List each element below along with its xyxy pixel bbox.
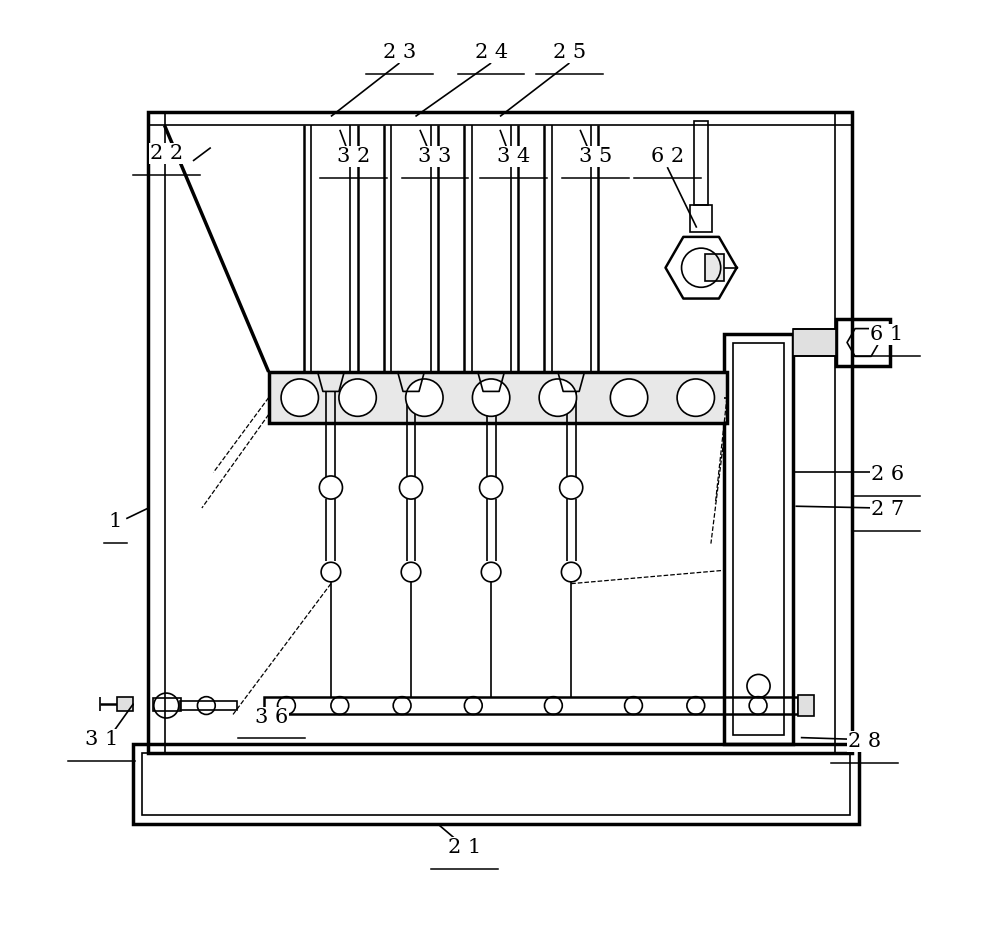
Circle shape (481, 563, 501, 582)
Circle shape (677, 379, 714, 416)
Bar (705, 254, 724, 281)
Text: 2 4: 2 4 (475, 43, 508, 62)
Bar (269, 372, 727, 424)
Bar (153, 698, 181, 711)
Text: 2 8: 2 8 (848, 731, 881, 751)
Circle shape (321, 563, 341, 582)
Bar (142, 753, 850, 815)
Bar (793, 328, 836, 356)
Text: 1: 1 (109, 512, 122, 531)
Circle shape (561, 563, 581, 582)
Bar (133, 743, 859, 824)
Circle shape (401, 563, 421, 582)
Text: 2 1: 2 1 (448, 838, 481, 857)
Text: 3 1: 3 1 (85, 730, 118, 749)
Circle shape (560, 476, 583, 499)
Bar (148, 112, 852, 753)
Bar (724, 335, 793, 743)
Bar (690, 206, 712, 232)
Circle shape (480, 476, 503, 499)
Text: 2 5: 2 5 (553, 43, 586, 62)
Text: 2 2: 2 2 (150, 145, 183, 163)
Circle shape (281, 379, 318, 416)
Circle shape (406, 379, 443, 416)
Bar (733, 343, 784, 735)
Circle shape (319, 476, 342, 499)
Text: 6 2: 6 2 (651, 147, 684, 166)
Bar (694, 121, 708, 206)
Bar (117, 697, 133, 711)
Bar (798, 695, 814, 717)
Circle shape (399, 476, 423, 499)
Text: 2 6: 2 6 (871, 464, 904, 484)
Text: 6 1: 6 1 (870, 325, 904, 344)
Text: 3 5: 3 5 (579, 147, 612, 166)
Circle shape (539, 379, 577, 416)
Circle shape (472, 379, 510, 416)
Text: 2 7: 2 7 (871, 501, 904, 519)
Text: 2 3: 2 3 (383, 43, 416, 62)
Text: 3 3: 3 3 (418, 147, 452, 166)
Text: 3 4: 3 4 (497, 147, 530, 166)
Bar (836, 319, 890, 365)
Text: 3 2: 3 2 (337, 147, 370, 166)
Text: 3 6: 3 6 (255, 707, 288, 727)
Bar (264, 697, 798, 715)
Bar (180, 701, 237, 710)
Circle shape (610, 379, 648, 416)
Circle shape (339, 379, 376, 416)
